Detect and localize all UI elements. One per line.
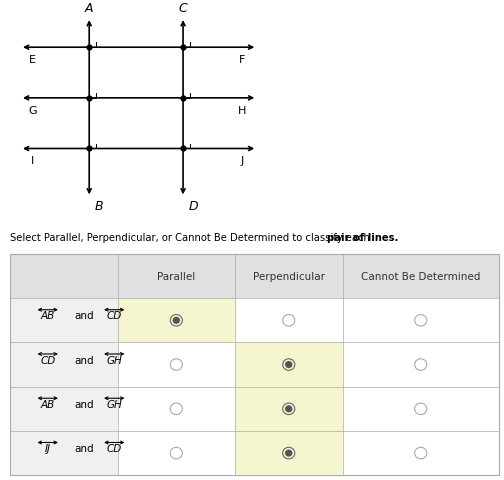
Circle shape: [286, 362, 292, 368]
Text: G: G: [28, 106, 37, 115]
Circle shape: [286, 450, 292, 456]
Text: GH: GH: [106, 399, 122, 409]
Text: and: and: [74, 311, 94, 321]
Circle shape: [286, 406, 292, 412]
Text: CD: CD: [107, 444, 122, 453]
Text: GH: GH: [106, 355, 122, 365]
Bar: [10, 254, 499, 475]
Bar: [10, 254, 117, 475]
Text: IJ: IJ: [45, 444, 51, 453]
Text: CD: CD: [40, 355, 55, 365]
Text: Perpendicular: Perpendicular: [253, 272, 325, 281]
Text: J: J: [241, 156, 244, 166]
Bar: [235, 431, 343, 475]
Circle shape: [173, 318, 179, 324]
Text: AB: AB: [41, 399, 55, 409]
Text: and: and: [74, 355, 94, 365]
Text: E: E: [29, 55, 36, 65]
Text: and: and: [74, 399, 94, 409]
Text: Parallel: Parallel: [157, 272, 196, 281]
Text: AB: AB: [41, 311, 55, 321]
Bar: [235, 387, 343, 431]
Bar: [117, 299, 235, 343]
Bar: [10, 254, 499, 299]
Text: pair of lines.: pair of lines.: [327, 233, 398, 242]
Text: F: F: [239, 55, 245, 65]
Text: Select Parallel, Perpendicular, or Cannot Be Determined to classify each: Select Parallel, Perpendicular, or Canno…: [10, 233, 373, 242]
Text: D: D: [188, 200, 198, 213]
Text: Cannot Be Determined: Cannot Be Determined: [361, 272, 480, 281]
Text: C: C: [179, 2, 187, 15]
Bar: [235, 343, 343, 387]
Text: and: and: [74, 444, 94, 453]
Text: A: A: [85, 2, 93, 15]
Text: H: H: [238, 106, 246, 115]
Text: B: B: [95, 200, 103, 213]
Text: I: I: [31, 156, 34, 166]
Text: CD: CD: [107, 311, 122, 321]
